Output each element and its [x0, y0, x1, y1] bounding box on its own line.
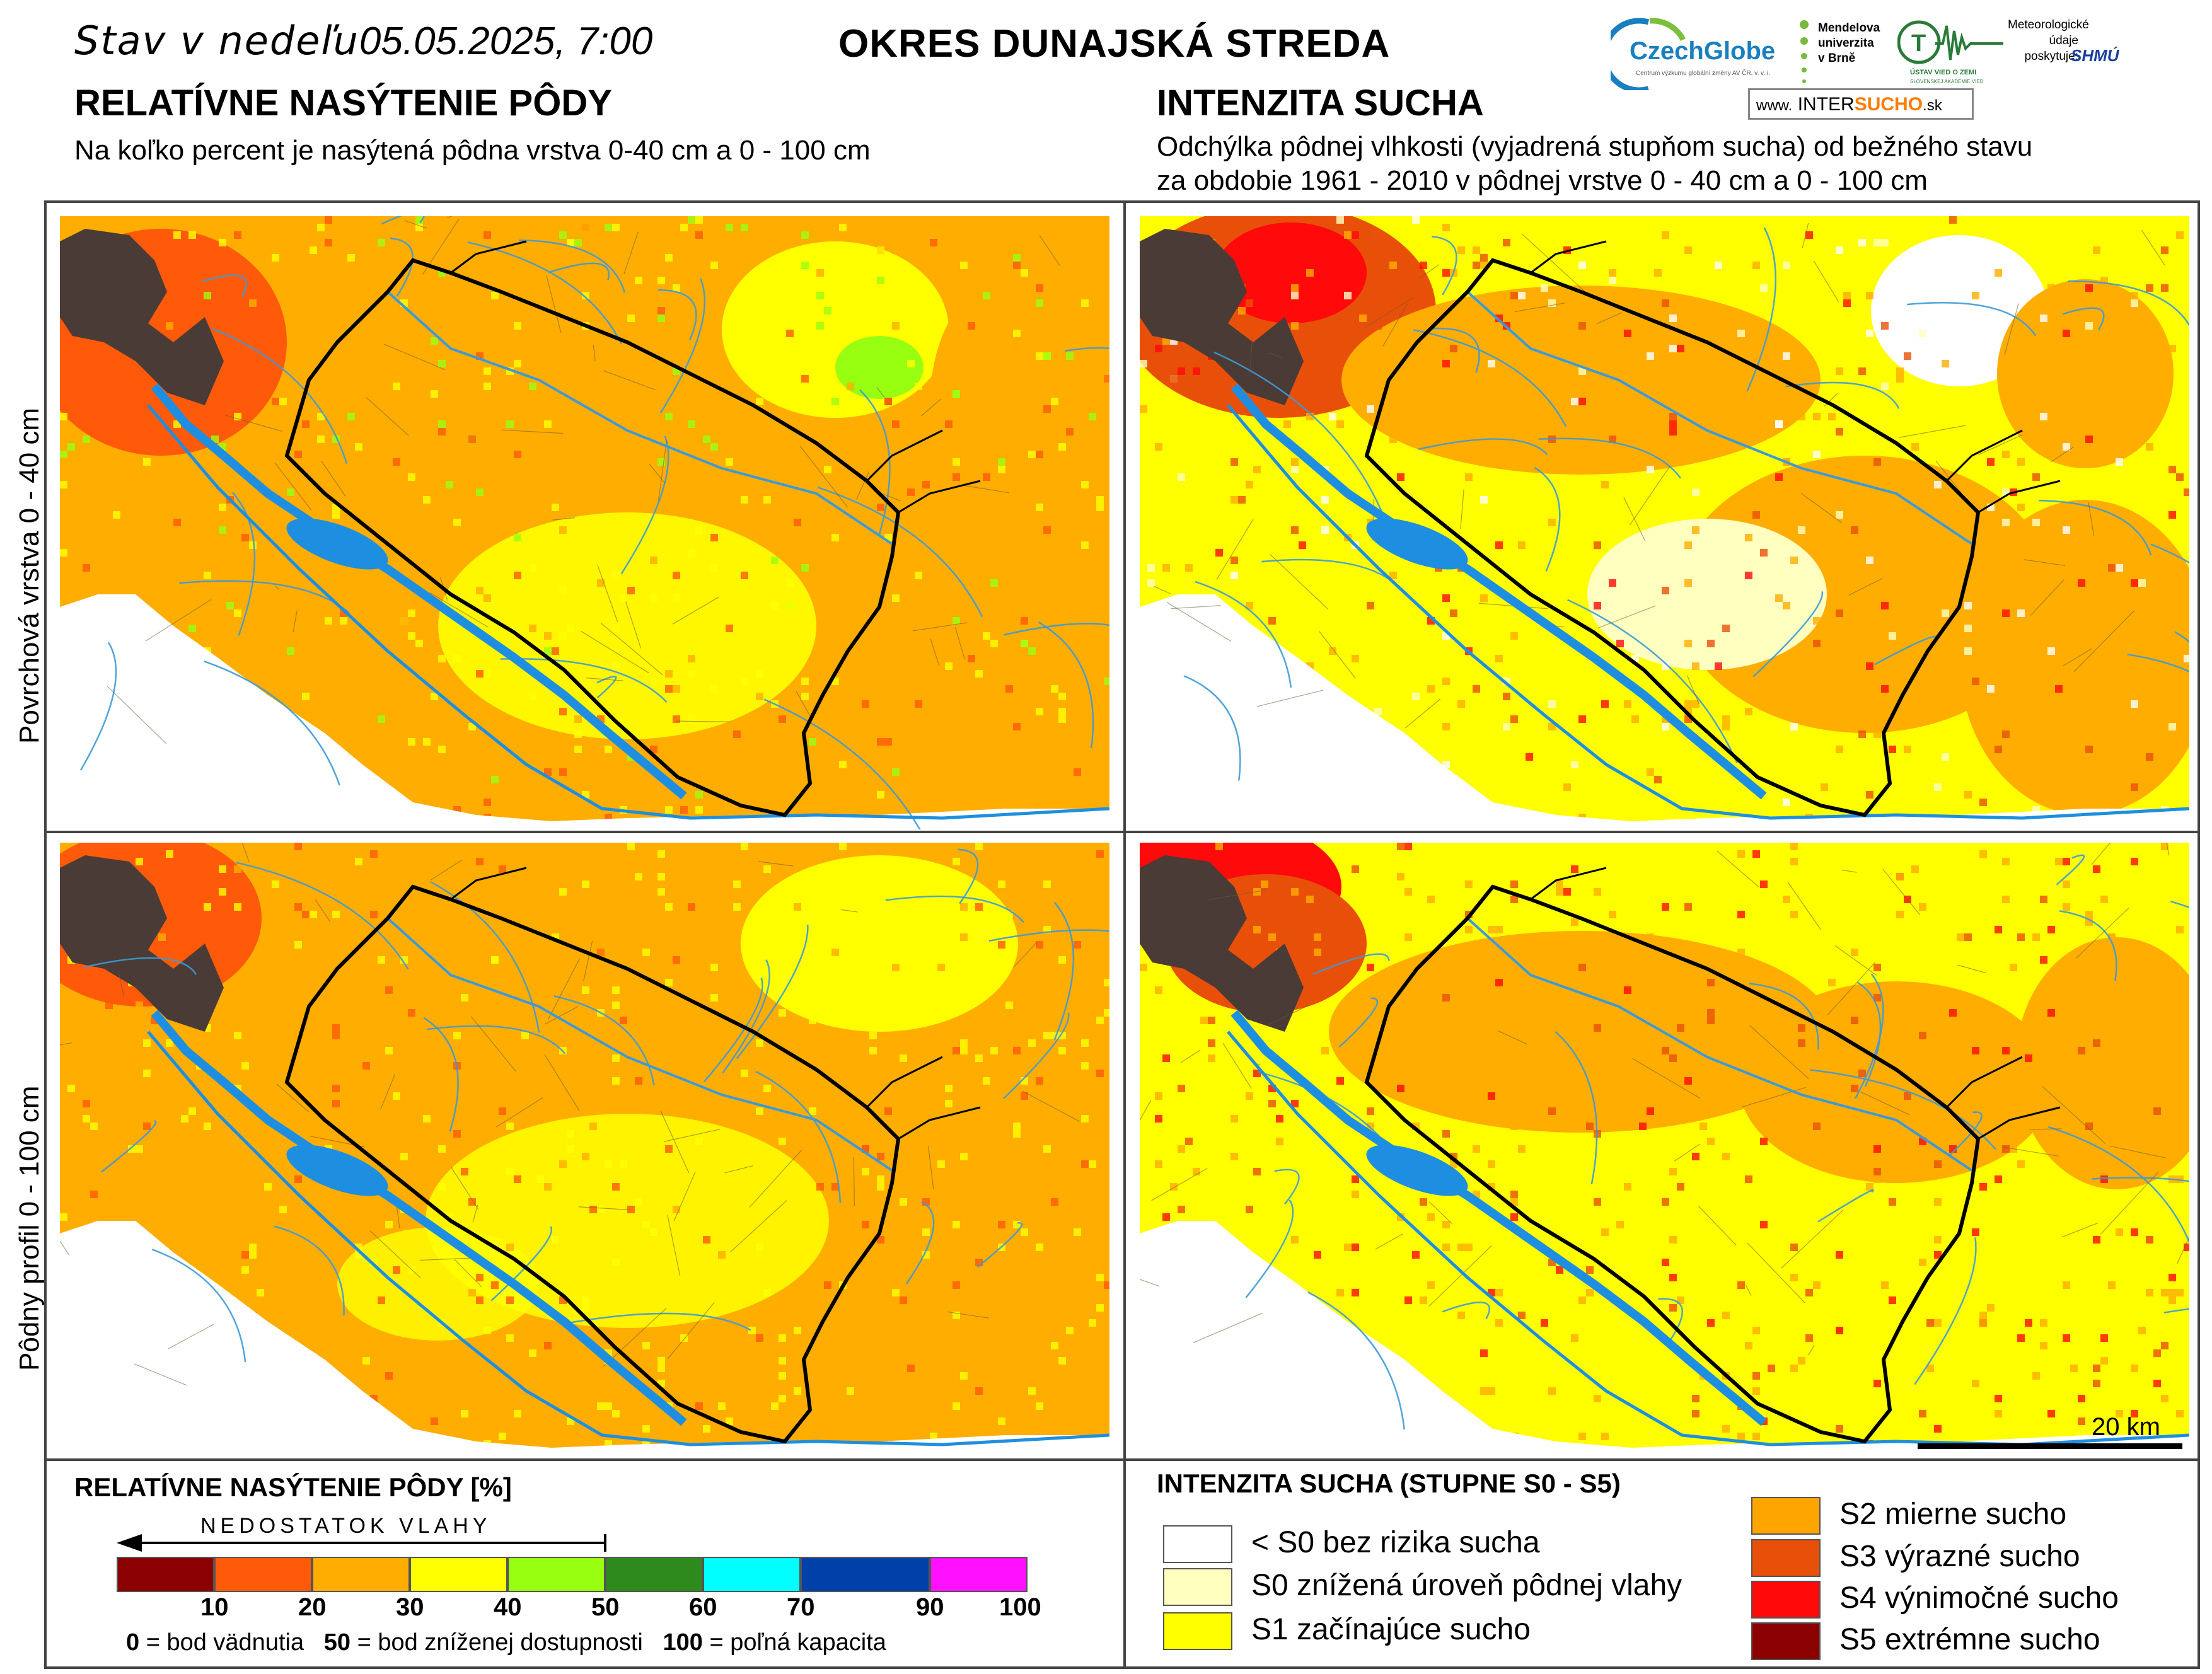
drought-label: < S0 bez rizika sucha — [1251, 1526, 1540, 1559]
mendel-logo: Mendelova univerzita v Brně — [1797, 16, 1897, 91]
czechglobe-logo: CzechGlobe Centrum výzkumu globální změn… — [1611, 14, 1790, 90]
saturation-color-ramp — [117, 1557, 1028, 1592]
saturation-title: RELATÍVNE NASÝTENIE PÔDY — [74, 83, 612, 124]
mendel-dots-icon — [1800, 20, 1809, 83]
drought-label: S5 extrémne sucho — [1839, 1623, 2100, 1656]
ramp-swatch — [410, 1557, 507, 1592]
ramp-swatch — [507, 1557, 605, 1592]
row-label-surface: Povrchová vrstva 0 - 40 cm — [14, 407, 45, 744]
district-title: OKRES DUNAJSKÁ STREDA — [838, 22, 1391, 66]
ramp-tick-label: 10 — [200, 1593, 229, 1621]
panel-frame — [44, 200, 2200, 1669]
scale-bar-label: 20 km — [2092, 1413, 2160, 1441]
drought-swatch — [1751, 1581, 1821, 1619]
uvz-seismograph-icon: T — [1897, 20, 2003, 64]
ramp-tick-label: 70 — [787, 1593, 815, 1621]
map-canvas — [1140, 216, 2189, 829]
ramp-tick-label: 20 — [298, 1593, 327, 1621]
map-canvas — [60, 216, 1109, 829]
drought-legend-title: INTENZITA SUCHA (STUPNE S0 - S5) — [1157, 1469, 1621, 1498]
drought-swatch — [1751, 1622, 1821, 1660]
ramp-swatch — [703, 1557, 801, 1592]
map-drought-surface — [1140, 216, 2189, 829]
drought-swatch — [1163, 1568, 1232, 1606]
saturation-legend-title: RELATÍVNE NASÝTENIE PÔDY [%] — [74, 1472, 512, 1502]
meteo-credit: Meteorologické údaje poskytuje: — [2008, 18, 2089, 63]
moisture-deficit-arrow-icon — [117, 1534, 606, 1552]
ramp-tick-label: 60 — [689, 1593, 717, 1621]
ramp-swatch — [801, 1557, 930, 1592]
drought-label: S4 výnimočné sucho — [1839, 1581, 2119, 1615]
map-saturation-profile — [60, 843, 1109, 1456]
ramp-swatch — [214, 1557, 312, 1592]
drought-label: S2 mierne sucho — [1839, 1498, 2067, 1531]
drought-swatch — [1163, 1612, 1232, 1650]
czechglobe-globe-icon — [1611, 18, 1686, 90]
ramp-tick-label: 50 — [591, 1593, 620, 1621]
shmu-logo: SHMÚ — [2071, 46, 2119, 65]
map-drought-profile — [1140, 843, 2189, 1456]
ramp-tick-label: 100 — [999, 1593, 1041, 1621]
legend-divider — [44, 1458, 2200, 1461]
drought-label: S1 začínajúce sucho — [1251, 1613, 1531, 1646]
drought-title: INTENZITA SUCHA — [1157, 83, 1484, 124]
ramp-tick-label: 40 — [494, 1593, 522, 1621]
ramp-swatch — [117, 1557, 214, 1592]
drought-swatch — [1751, 1497, 1821, 1535]
map-canvas — [60, 843, 1109, 1456]
saturation-subtitle: Na koľko percent je nasýtená pôdna vrstv… — [74, 135, 871, 166]
scale-bar — [1918, 1443, 2182, 1449]
drought-label: S0 znížená úroveň pôdnej vlahy — [1251, 1569, 1682, 1602]
moisture-deficit-label: NEDOSTATOK VLAHY — [200, 1514, 492, 1538]
saturation-notes: 0 = bod vädnutia 50 = bod zníženej dostu… — [126, 1629, 886, 1656]
map-canvas — [1140, 843, 2189, 1456]
ramp-swatch — [930, 1557, 1028, 1592]
map-date: Stav v nedeľu05.05.2025, 7:00 — [74, 18, 652, 64]
partner-logos: CzechGlobe Centrum výzkumu globální změn… — [1611, 9, 2128, 120]
drought-subtitle-line2: za obdobie 1961 - 2010 v pôdnej vrstve 0… — [1157, 165, 1928, 196]
panel-divider-horizontal — [44, 831, 2200, 833]
svg-text:T: T — [1911, 30, 1926, 57]
drought-label: S3 výrazné sucho — [1839, 1540, 2080, 1573]
ramp-swatch — [605, 1557, 703, 1592]
ramp-tick-label: 30 — [396, 1593, 424, 1621]
drought-swatch — [1163, 1525, 1232, 1563]
panel-divider-vertical — [1123, 200, 1126, 1669]
intersucho-link[interactable]: www. INTERSUCHO.sk — [1748, 88, 1974, 120]
map-saturation-surface — [60, 216, 1109, 829]
date-value: 05.05.2025, 7:00 — [359, 20, 653, 63]
date-prefix: Stav v nedeľu — [74, 18, 359, 64]
drought-swatch — [1751, 1539, 1821, 1577]
ramp-tick-label: 90 — [916, 1593, 944, 1621]
drought-subtitle-line1: Odchýlka pôdnej vlhkosti (vyjadrená stup… — [1157, 131, 2033, 162]
uvz-logo: T ÚSTAV VIED O ZEMI SLOVENSKEJ AKADÉMIE … — [1897, 18, 2005, 88]
ramp-swatch — [312, 1557, 410, 1592]
row-label-profile: Pôdny profil 0 - 100 cm — [14, 1085, 45, 1371]
